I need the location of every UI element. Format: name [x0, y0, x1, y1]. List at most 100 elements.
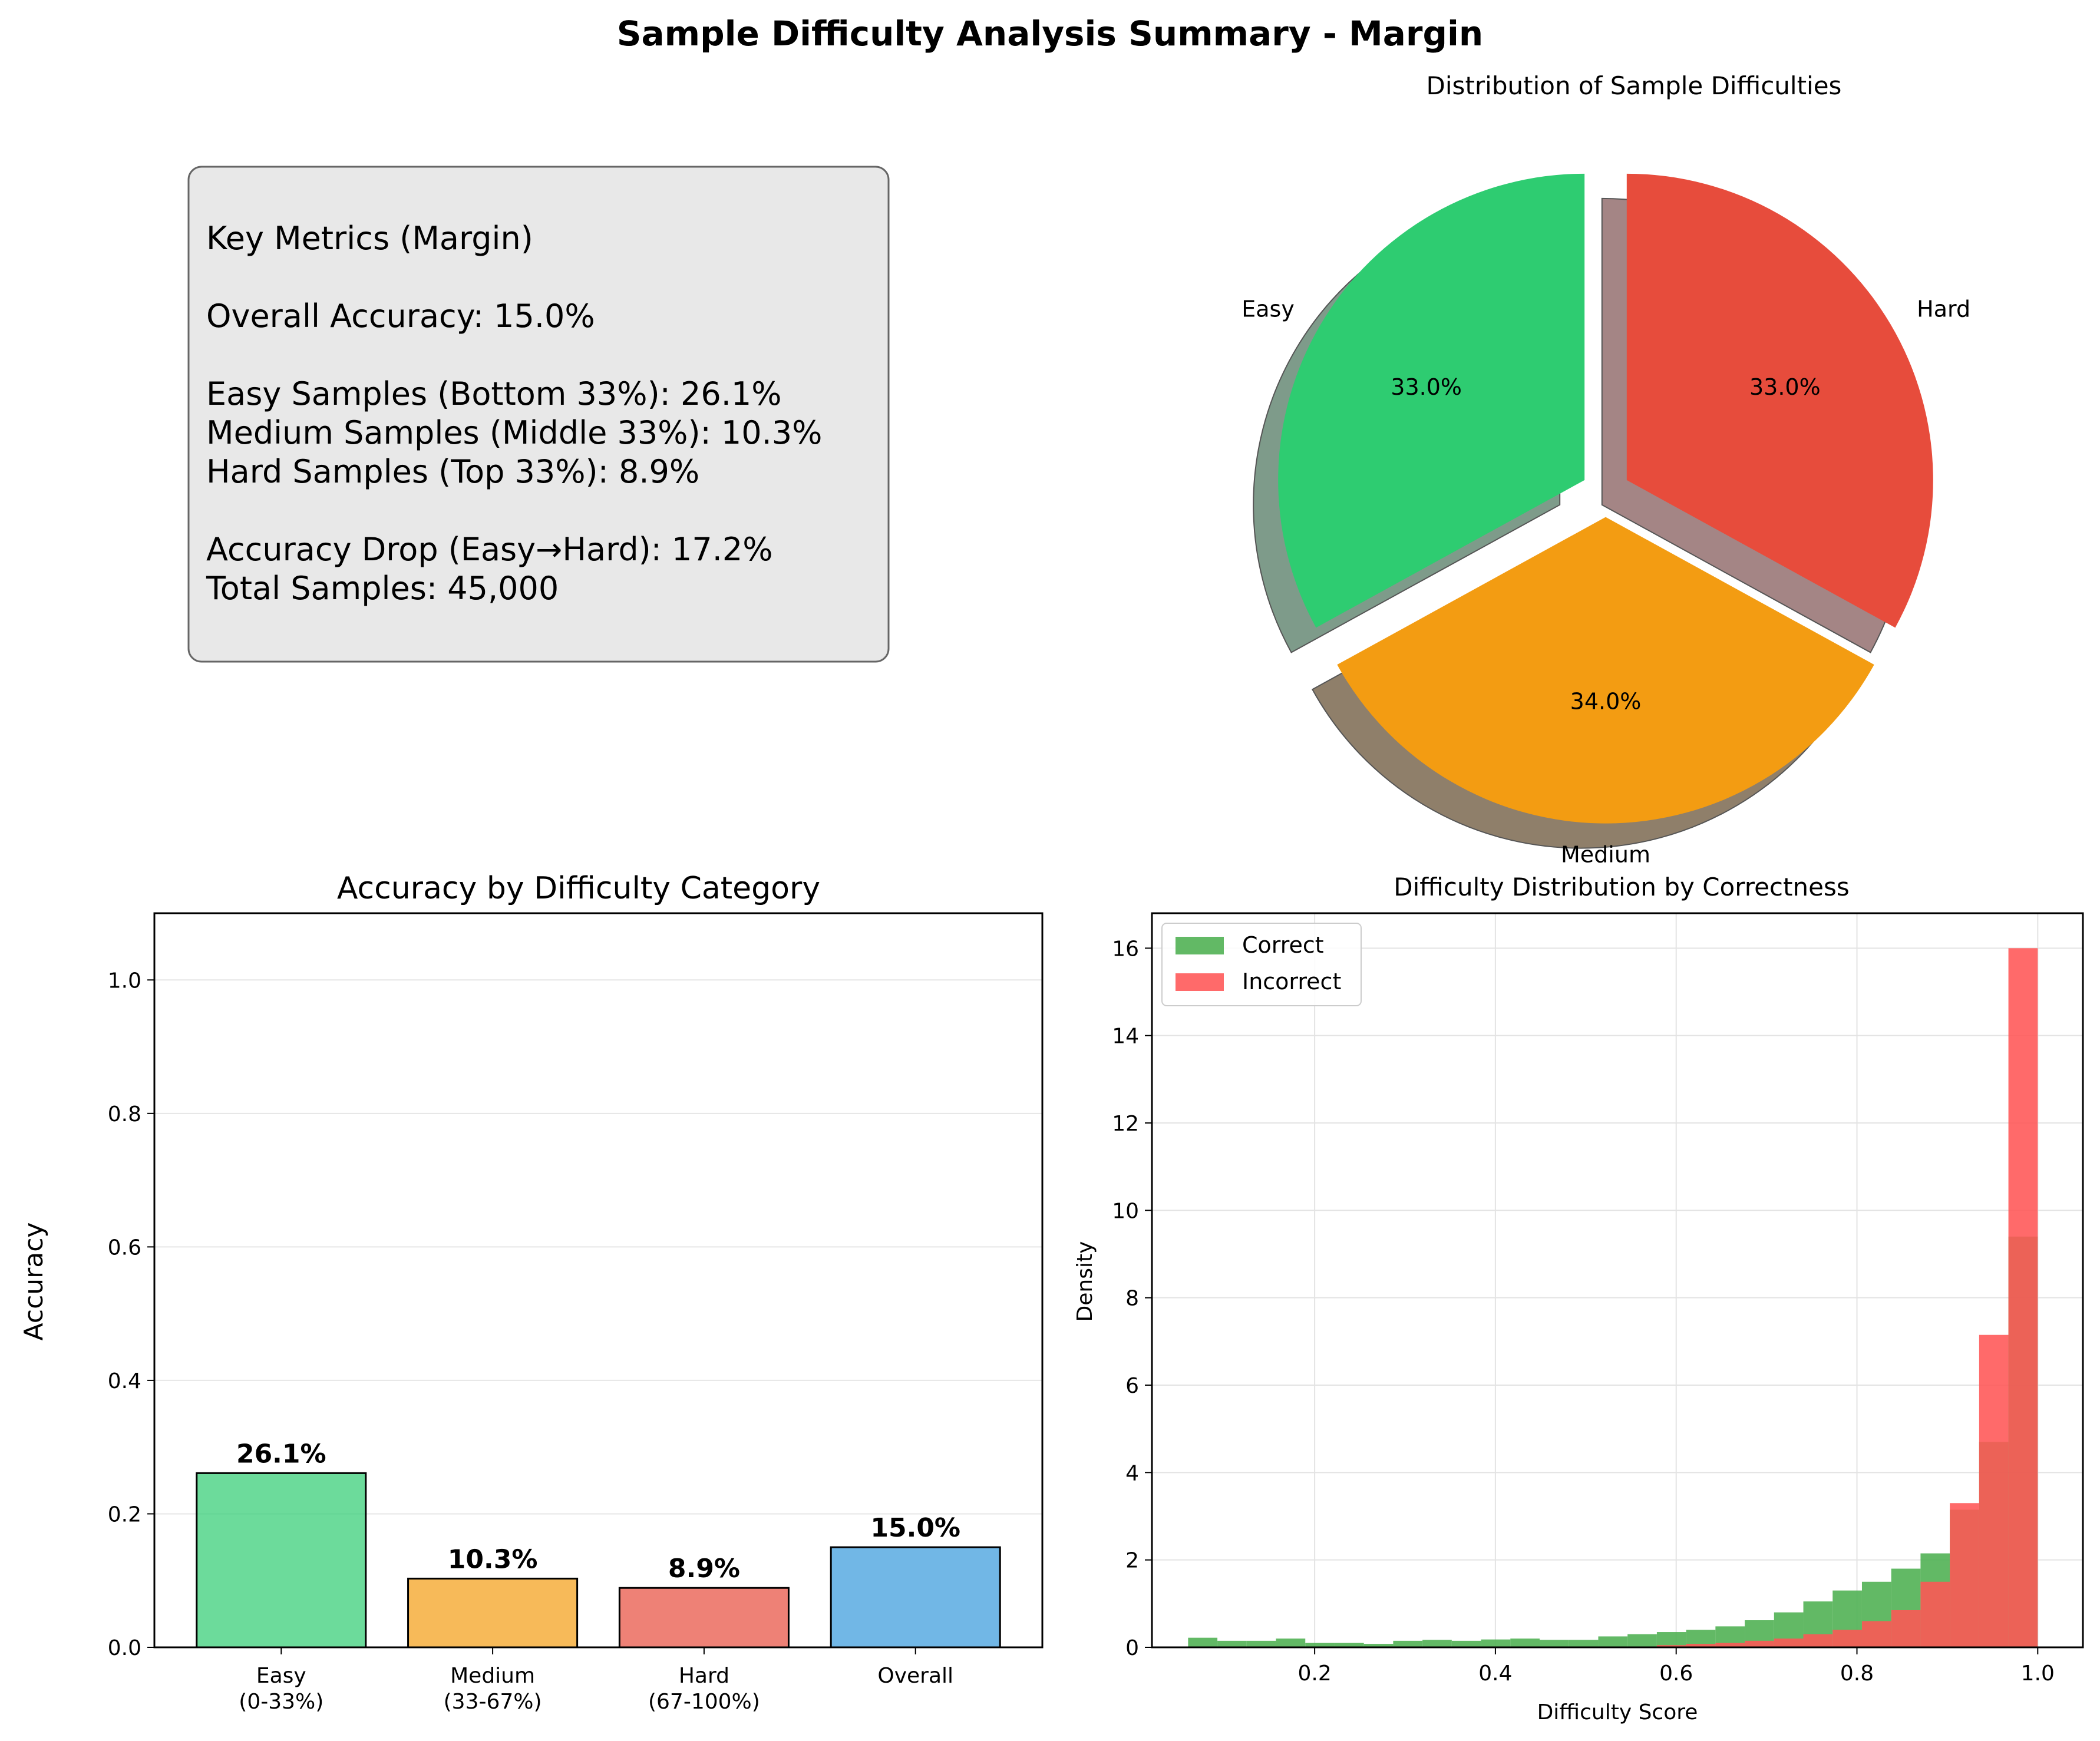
hist-bar-incorrect — [1686, 1644, 1716, 1647]
hist-bar-correct — [1598, 1636, 1628, 1647]
bar — [618, 1587, 790, 1649]
metrics-line — [206, 336, 216, 374]
hist-bar-correct — [1569, 1640, 1599, 1647]
hist-legend: Correct Incorrect — [1161, 923, 1362, 1006]
hist-bar-incorrect — [1656, 1645, 1686, 1647]
pie-label: Medium — [1561, 842, 1650, 868]
metrics-line — [206, 259, 216, 296]
hist-axes-frame — [1151, 912, 2084, 1649]
metrics-line — [206, 492, 216, 529]
metrics-line: Overall Accuracy: 15.0% — [206, 298, 595, 335]
hist-bar-incorrect — [1745, 1640, 1774, 1647]
pie-slices — [1278, 173, 1933, 824]
hist-y-tick-label: 0 — [1125, 1636, 1139, 1660]
pie-label: Hard — [1917, 296, 1970, 322]
bar-x-tick-label: Hard — [679, 1664, 729, 1688]
histogram-chart: Difficulty Distribution by Correctness 0… — [1073, 873, 2084, 1725]
hist-bar-correct — [1217, 1640, 1247, 1647]
hist-y-axis-label: Density — [1073, 1241, 1097, 1322]
bar-axes-frame — [153, 912, 1044, 1649]
hist-y-tick-label: 14 — [1112, 1025, 1139, 1049]
hist-bar-incorrect — [2008, 948, 2038, 1647]
bar-chart: Accuracy by Difficulty Category 0.0 0.2 0.… — [19, 871, 1044, 1714]
pie-chart: Distribution of Sample Difficulties Easy… — [1241, 71, 1970, 868]
pie-title: Distribution of Sample Difficulties — [1427, 71, 1842, 100]
legend-label: Correct — [1242, 932, 1324, 958]
bar-data-label: 10.3% — [448, 1544, 538, 1574]
hist-bar-incorrect — [1861, 1621, 1891, 1647]
hist-bars — [1188, 948, 2038, 1647]
hist-bar-correct — [1363, 1644, 1394, 1647]
figure-title: Sample Difficulty Analysis Summary - Mar… — [617, 14, 1483, 54]
hist-y-tick-label: 4 — [1125, 1461, 1139, 1485]
bar-x-tick-label: Easy — [256, 1664, 306, 1688]
hist-bar-correct — [1276, 1638, 1306, 1647]
bar-title: Accuracy by Difficulty Category — [337, 871, 820, 906]
hist-bar-incorrect — [1950, 1503, 1979, 1647]
bar-y-tick-label: 0.4 — [108, 1369, 141, 1393]
bar-bars — [196, 1472, 1001, 1649]
bar-y-tick-label: 0.6 — [108, 1235, 141, 1260]
hist-bar-correct — [1656, 1632, 1686, 1647]
bar-x-tick-label: (33-67%) — [444, 1690, 542, 1714]
hist-x-ticks: 0.2 0.4 0.6 0.8 1.0 — [1297, 1647, 2055, 1686]
bar-x-tick-label: (67-100%) — [648, 1690, 760, 1714]
hist-y-ticks: 0 2 4 6 8 10 12 14 16 — [1112, 937, 1152, 1660]
metrics-line: Easy Samples (Bottom 33%): 26.1% — [206, 375, 782, 412]
hist-x-axis-label: Difficulty Score — [1537, 1700, 1698, 1725]
hist-bar-correct — [1451, 1640, 1481, 1647]
bar-y-tick-label: 0.8 — [108, 1102, 141, 1126]
metrics-line: Key Metrics (Margin) — [206, 220, 533, 257]
hist-gridlines — [1152, 913, 2083, 1648]
hist-y-tick-label: 2 — [1125, 1549, 1139, 1573]
hist-bar-correct — [1305, 1643, 1335, 1647]
hist-bar-incorrect — [1920, 1581, 1950, 1647]
metrics-text: Key Metrics (Margin) Overall Accuracy: 1… — [206, 220, 822, 607]
metrics-line: Medium Samples (Middle 33%): 10.3% — [206, 414, 822, 451]
pie-pct-label: 34.0% — [1570, 689, 1642, 715]
legend-label: Incorrect — [1242, 969, 1341, 995]
hist-title: Difficulty Distribution by Correctness — [1394, 873, 1849, 901]
hist-bar-incorrect — [1832, 1630, 1862, 1647]
metrics-line: Total Samples: 45,000 — [206, 570, 559, 607]
metrics-line: Hard Samples (Top 33%): 8.9% — [206, 453, 699, 490]
hist-bar-correct — [1540, 1640, 1569, 1647]
hist-x-tick-label: 0.6 — [1659, 1661, 1693, 1686]
bar-x-tick-label: (0-33%) — [239, 1690, 323, 1714]
pie-label: Easy — [1241, 296, 1295, 322]
bar-y-tick-label: 0.0 — [108, 1636, 141, 1660]
bar — [196, 1472, 367, 1649]
hist-bar-correct — [1188, 1637, 1218, 1647]
bar-y-tick-label: 1.0 — [108, 969, 141, 993]
bar-y-tick-label: 0.2 — [108, 1502, 141, 1527]
legend-swatch — [1176, 937, 1224, 954]
pie-slice-easy — [1278, 173, 1585, 628]
bar-y-axis-label: Accuracy — [19, 1223, 49, 1341]
bar-x-ticks: Easy(0-33%) Medium(33-67%) Hard(67-100%) Ov… — [239, 1647, 953, 1714]
metrics-line: Accuracy Drop (Easy→Hard): 17.2% — [206, 531, 773, 568]
hist-bar-correct — [1510, 1638, 1540, 1647]
hist-bar-correct — [1393, 1640, 1423, 1647]
legend-swatch — [1176, 973, 1224, 991]
hist-y-tick-label: 12 — [1112, 1112, 1139, 1136]
bar-data-label: 8.9% — [668, 1554, 740, 1584]
hist-bar-incorrect — [1891, 1610, 1921, 1647]
pie-labels: Easy 33.0% Medium 34.0% Hard 33.0% — [1241, 296, 1970, 868]
hist-y-tick-label: 8 — [1125, 1287, 1139, 1311]
pie-slice-hard — [1626, 173, 1933, 628]
bar-data-labels: 26.1% 10.3% 8.9% 15.0% — [236, 1439, 960, 1584]
pie-pct-label: 33.0% — [1749, 374, 1821, 400]
hist-x-tick-label: 0.8 — [1840, 1661, 1874, 1686]
pie-slice-medium — [1337, 517, 1874, 824]
hist-bar-incorrect — [1979, 1334, 2009, 1647]
bar-x-tick-label: Medium — [450, 1664, 535, 1688]
bar-x-tick-label: Overall — [877, 1664, 953, 1688]
hist-bar-incorrect — [1803, 1634, 1833, 1647]
hist-bar-incorrect — [1774, 1638, 1804, 1647]
hist-bar-correct — [1422, 1640, 1452, 1647]
hist-bar-correct — [1334, 1643, 1364, 1647]
hist-bar-incorrect — [1715, 1643, 1745, 1647]
hist-x-tick-label: 0.2 — [1297, 1661, 1331, 1686]
hist-bar-correct — [1246, 1640, 1276, 1647]
